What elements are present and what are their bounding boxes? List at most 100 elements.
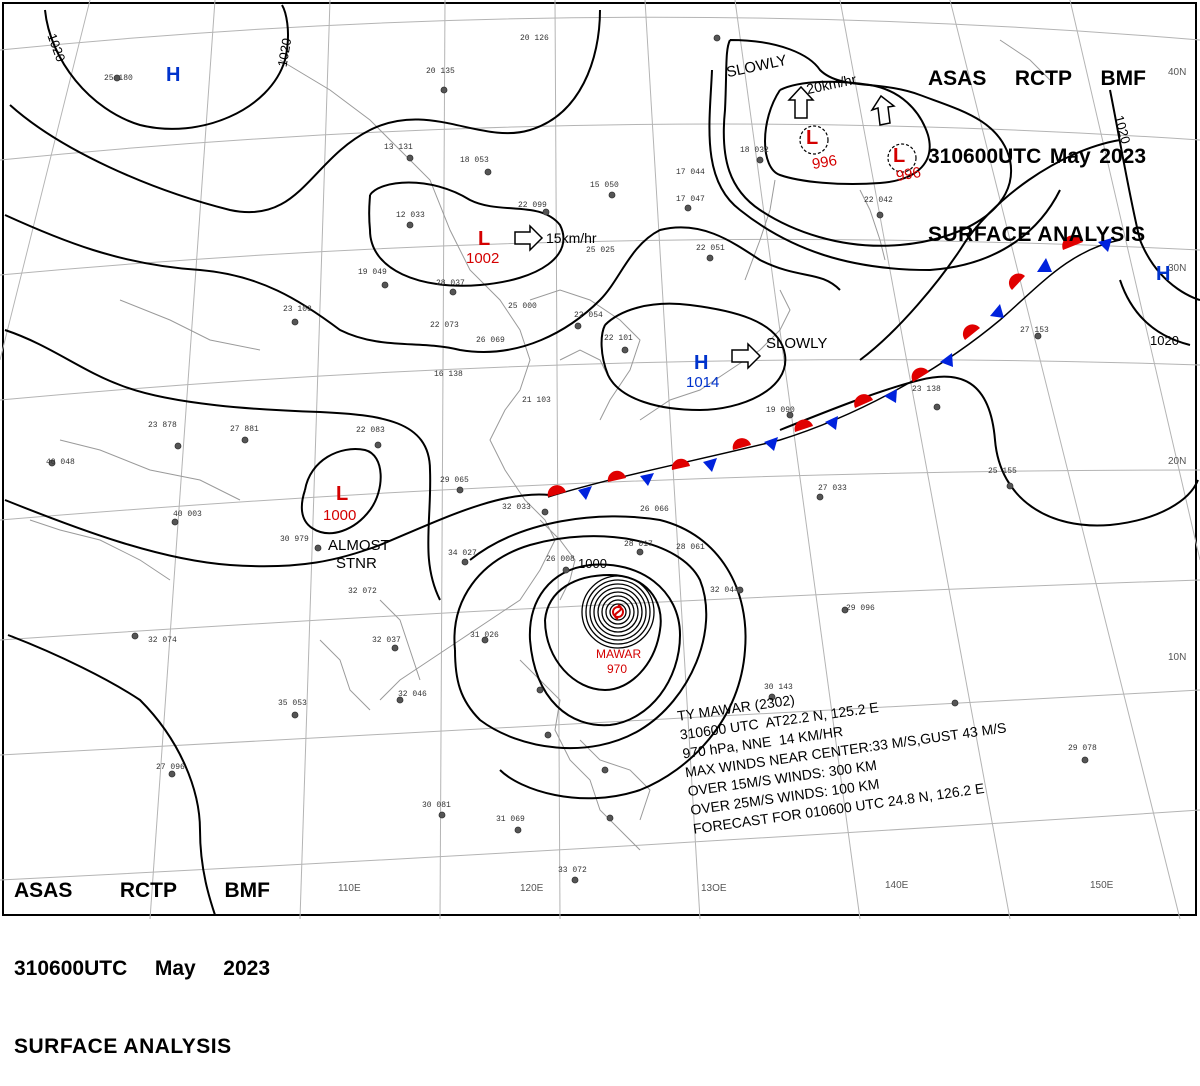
low-center-symbol: L bbox=[893, 145, 906, 167]
station-obs: 40 003 bbox=[173, 510, 202, 519]
station-code: ASAS bbox=[928, 67, 987, 90]
high-center-symbol: H bbox=[1156, 263, 1171, 285]
arrow-low-996-b bbox=[870, 94, 896, 126]
station-obs: 31 069 bbox=[496, 815, 525, 824]
analysis-title: SURFACE ANALYSIS bbox=[14, 1035, 232, 1058]
movement-label-almost: ALMOST bbox=[328, 537, 390, 554]
header-row-2: 310600UTC May 2023 bbox=[14, 956, 270, 982]
analysis-title: SURFACE ANALYSIS bbox=[928, 223, 1146, 246]
isobars bbox=[4, 4, 1200, 916]
station-obs: 25 155 bbox=[988, 467, 1017, 476]
station-obs: 30 143 bbox=[764, 683, 793, 692]
station-obs: 18 032 bbox=[740, 146, 769, 155]
station-obs: 35 053 bbox=[278, 699, 307, 708]
header-bottom-left: ASAS RCTP BMF 310600UTC May 2023 SURFACE… bbox=[14, 826, 270, 1086]
station-code: ASAS bbox=[14, 879, 73, 902]
lon-label-120e: 120E bbox=[520, 883, 544, 894]
station-plot-symbols bbox=[48, 34, 1089, 884]
station-obs: 20 126 bbox=[520, 34, 549, 43]
station-obs: 26 066 bbox=[640, 505, 669, 514]
station-obs: 32 074 bbox=[148, 636, 177, 645]
isobar-label: 1020 bbox=[1150, 333, 1179, 348]
station-obs: 27 096 bbox=[156, 763, 185, 772]
analysis-time: 310600UTC bbox=[928, 145, 1042, 168]
low-center-symbol: L bbox=[806, 127, 819, 149]
office-code: BMF bbox=[1100, 67, 1147, 90]
station-obs: 32 072 bbox=[348, 587, 377, 596]
lat-label-10n: 10N bbox=[1168, 652, 1187, 663]
low-center-pressure: 1002 bbox=[466, 250, 500, 267]
movement-label-high-1014: SLOWLY bbox=[766, 335, 828, 352]
coastlines bbox=[29, 39, 1051, 851]
station-obs: 22 051 bbox=[696, 244, 725, 253]
movement-label-stnr: STNR bbox=[336, 555, 377, 572]
station-obs: 22 083 bbox=[356, 426, 385, 435]
station-obs: 22 054 bbox=[574, 311, 603, 320]
lon-label-130e: 13OE bbox=[701, 883, 727, 894]
station-obs: 28 061 bbox=[676, 543, 705, 552]
lat-label-40n: 40N bbox=[1168, 67, 1187, 78]
station-obs: 19 049 bbox=[358, 268, 387, 277]
header-row-2: 310600UTC May 2023 bbox=[928, 144, 1146, 170]
surface-analysis-map bbox=[0, 0, 1200, 919]
low-center-rings bbox=[799, 125, 917, 173]
station-obs: 16 138 bbox=[434, 370, 463, 379]
station-obs: 32 033 bbox=[502, 503, 531, 512]
analysis-year: 2023 bbox=[1099, 145, 1146, 168]
station-obs: 17 044 bbox=[676, 168, 705, 177]
lat-label-30n: 30N bbox=[1168, 263, 1187, 274]
typhoon-name: MAWAR bbox=[596, 647, 642, 661]
low-center-symbol: L bbox=[336, 483, 349, 505]
analysis-month: May bbox=[154, 957, 196, 980]
station-obs: 23 878 bbox=[148, 421, 177, 430]
station-obs: 13 131 bbox=[384, 143, 413, 152]
station-obs: 21 103 bbox=[522, 396, 551, 405]
station-obs: 28 037 bbox=[436, 279, 465, 288]
station-obs: 34 027 bbox=[448, 549, 477, 558]
header-top-right: ASAS RCTP BMF 310600UTC May 2023 SURFACE… bbox=[928, 14, 1146, 274]
station-obs: 26 008 bbox=[546, 555, 575, 564]
station-obs: 18 053 bbox=[460, 156, 489, 165]
lon-label-140e: 140E bbox=[885, 880, 909, 891]
station-obs: 20 135 bbox=[426, 67, 455, 76]
high-center-symbol: H bbox=[166, 64, 181, 86]
analysis-year: 2023 bbox=[223, 957, 270, 980]
station-obs: 29 065 bbox=[440, 476, 469, 485]
header-row-1: ASAS RCTP BMF bbox=[14, 878, 270, 904]
station-obs: 32 044 bbox=[710, 586, 739, 595]
high-center-symbol: H bbox=[694, 352, 709, 374]
typhoon-pressure: 970 bbox=[607, 662, 628, 676]
station-obs: 17 047 bbox=[676, 195, 705, 204]
center-code: RCTP bbox=[1014, 67, 1073, 90]
station-obs: 27 033 bbox=[818, 484, 847, 493]
station-obs: 25 000 bbox=[508, 302, 537, 311]
arrow-high-1014 bbox=[731, 342, 762, 370]
station-obs: 23 138 bbox=[912, 385, 941, 394]
station-obs: 22 073 bbox=[430, 321, 459, 330]
station-obs: 32 037 bbox=[372, 636, 401, 645]
station-obs: 29 078 bbox=[1068, 744, 1097, 753]
station-obs: 25 025 bbox=[586, 246, 615, 255]
station-obs: 25 180 bbox=[104, 74, 133, 83]
typhoon-symbol bbox=[612, 604, 624, 620]
center-code: RCTP bbox=[119, 879, 178, 902]
typhoon-isobars bbox=[581, 575, 655, 649]
movement-arrows bbox=[514, 85, 896, 370]
station-obs: 32 046 bbox=[398, 690, 427, 699]
cold-front-triangles bbox=[578, 238, 1112, 500]
station-obs: 26 069 bbox=[476, 336, 505, 345]
station-obs: 28 017 bbox=[624, 540, 653, 549]
station-obs: 23 103 bbox=[283, 305, 312, 314]
station-obs: 29 096 bbox=[846, 604, 875, 613]
station-obs: 27 881 bbox=[230, 425, 259, 434]
arrow-low-996-a bbox=[787, 85, 815, 119]
station-obs: 30 081 bbox=[422, 801, 451, 810]
stationary-front bbox=[547, 235, 1121, 500]
station-obs: 19 090 bbox=[766, 406, 795, 415]
header-row-1: ASAS RCTP BMF bbox=[928, 66, 1146, 92]
station-obs: 22 042 bbox=[864, 196, 893, 205]
station-obs: 22 099 bbox=[518, 201, 547, 210]
station-obs: 15 050 bbox=[590, 181, 619, 190]
arrow-low-1002 bbox=[514, 224, 544, 252]
station-obs: 12 033 bbox=[396, 211, 425, 220]
